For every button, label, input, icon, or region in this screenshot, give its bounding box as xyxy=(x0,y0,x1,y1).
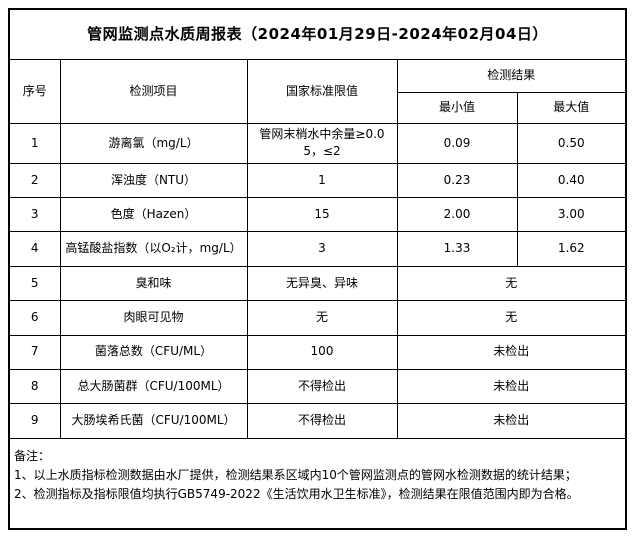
cell-item: 游离氯（mg/L） xyxy=(59,122,248,164)
table-row: 1 游离氯（mg/L） 管网末梢水中余量≥0.05，≤2 0.09 0.50 xyxy=(8,122,627,164)
cell-index: 9 xyxy=(8,403,61,439)
notes-label: 备注： xyxy=(14,448,51,463)
cell-index: 4 xyxy=(8,231,61,267)
cell-max: 0.50 xyxy=(516,122,627,164)
cell-index: 7 xyxy=(8,334,61,370)
cell-max: 0.40 xyxy=(516,162,627,199)
cell-min: 0.09 xyxy=(396,122,518,164)
table-row: 2 浑浊度（NTU） 1 0.23 0.40 xyxy=(8,162,627,199)
table-row: 7 菌落总数（CFU/ML） 100 未检出 xyxy=(8,334,627,370)
cell-limit: 无 xyxy=(246,300,398,336)
cell-result: 无 xyxy=(396,300,627,336)
cell-limit: 1 xyxy=(246,162,398,199)
cell-limit: 15 xyxy=(246,197,398,233)
cell-item: 高锰酸盐指数（以O₂计，mg/L） xyxy=(59,231,248,267)
cell-limit: 管网末梢水中余量≥0.05，≤2 xyxy=(246,122,398,164)
header-max: 最大值 xyxy=(516,92,627,124)
cell-index: 3 xyxy=(8,197,61,233)
cell-item: 浑浊度（NTU） xyxy=(59,162,248,199)
cell-index: 1 xyxy=(8,122,61,164)
cell-max: 3.00 xyxy=(516,197,627,233)
cell-min: 0.23 xyxy=(396,162,518,199)
header-index: 序号 xyxy=(8,59,61,124)
table-row: 5 臭和味 无异臭、异味 无 xyxy=(8,265,627,302)
header-result-group: 检测结果 xyxy=(396,58,627,94)
cell-index: 5 xyxy=(8,265,61,302)
header-row: 序号 检测项目 国家标准限值 检测结果 xyxy=(8,58,627,124)
cell-index: 2 xyxy=(8,162,61,199)
cell-result: 无 xyxy=(396,265,627,302)
table-row: 3 色度（Hazen） 15 2.00 3.00 xyxy=(8,197,627,233)
cell-limit: 100 xyxy=(246,334,398,370)
cell-min: 2.00 xyxy=(396,197,518,233)
table-row: 4 高锰酸盐指数（以O₂计，mg/L） 3 1.33 1.62 xyxy=(8,231,627,267)
cell-max: 1.62 xyxy=(516,231,627,267)
cell-item: 大肠埃希氏菌（CFU/100ML） xyxy=(59,403,248,439)
title-row: 管网监测点水质周报表（2024年01月29日-2024年02月04日） xyxy=(8,8,627,60)
cell-index: 8 xyxy=(8,368,61,405)
table-row: 6 肉眼可见物 无 无 xyxy=(8,300,627,336)
cell-item: 菌落总数（CFU/ML） xyxy=(59,334,248,370)
cell-index: 6 xyxy=(8,300,61,336)
header-min: 最小值 xyxy=(396,92,518,124)
page-title: 管网监测点水质周报表（2024年01月29日-2024年02月04日） xyxy=(8,8,627,60)
cell-min: 1.33 xyxy=(396,231,518,267)
cell-limit: 不得检出 xyxy=(246,403,398,439)
cell-item: 总大肠菌群（CFU/100ML） xyxy=(59,368,248,405)
cell-result: 未检出 xyxy=(396,368,627,405)
cell-limit: 不得检出 xyxy=(246,368,398,405)
table-row: 9 大肠埃希氏菌（CFU/100ML） 不得检出 未检出 xyxy=(8,403,627,439)
notes-line-2: 2、检测指标及指标限值均执行GB5749-2022《生活饮用水卫生标准》，检测结… xyxy=(14,486,579,501)
water-quality-report-table: 管网监测点水质周报表（2024年01月29日-2024年02月04日） 序号 检… xyxy=(8,8,628,530)
table-row: 8 总大肠菌群（CFU/100ML） 不得检出 未检出 xyxy=(8,368,627,405)
notes-row: 备注： 1、以上水质指标检测数据由水厂提供，检测结果系区域内10个管网监测点的管… xyxy=(8,437,627,530)
header-limit: 国家标准限值 xyxy=(246,59,398,124)
notes-line-1: 1、以上水质指标检测数据由水厂提供，检测结果系区域内10个管网监测点的管网水检测… xyxy=(14,467,577,482)
notes-cell: 备注： 1、以上水质指标检测数据由水厂提供，检测结果系区域内10个管网监测点的管… xyxy=(8,437,627,530)
cell-result: 未检出 xyxy=(396,334,627,370)
cell-limit: 3 xyxy=(246,231,398,267)
cell-item: 臭和味 xyxy=(59,265,248,302)
header-subrow: 最小值 最大值 xyxy=(9,92,627,124)
header-item: 检测项目 xyxy=(59,59,248,124)
cell-result: 未检出 xyxy=(396,403,627,439)
cell-limit: 无异臭、异味 xyxy=(246,265,398,302)
cell-item: 色度（Hazen） xyxy=(59,197,248,233)
cell-item: 肉眼可见物 xyxy=(59,300,248,336)
